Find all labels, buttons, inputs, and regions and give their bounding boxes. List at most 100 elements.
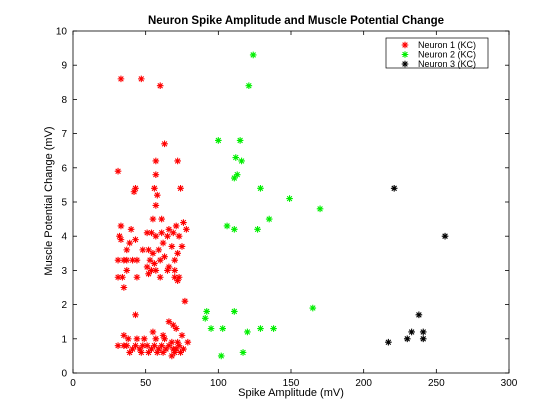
data-point	[127, 226, 135, 233]
data-point	[254, 226, 261, 233]
data-point	[161, 253, 168, 261]
data-point	[120, 284, 128, 291]
x-tick-label: 50	[140, 378, 152, 389]
data-point	[390, 185, 398, 192]
data-point	[133, 335, 141, 343]
data-point	[156, 82, 164, 90]
data-point	[172, 345, 180, 353]
data-point	[136, 345, 144, 353]
data-point	[270, 325, 277, 332]
data-point	[201, 314, 209, 322]
legend: Neuron 1 (KC)Neuron 2 (KC)Neuron 3 (KC)	[385, 37, 489, 69]
data-point	[178, 243, 186, 250]
data-point	[249, 51, 257, 59]
y-axis-label: Muscle Potential Change (mV)	[43, 126, 55, 275]
data-point	[148, 345, 155, 353]
data-point	[114, 167, 122, 175]
data-point	[177, 185, 184, 192]
y-tick-label: 0	[61, 369, 67, 380]
data-point	[132, 311, 139, 319]
data-point	[172, 325, 180, 332]
data-point	[155, 246, 163, 254]
data-point	[172, 222, 180, 230]
y-tick-label: 1	[61, 334, 67, 345]
data-point	[175, 342, 183, 349]
data-point	[217, 352, 225, 360]
data-point	[152, 157, 160, 165]
data-point	[183, 226, 190, 233]
data-point	[168, 243, 176, 250]
data-point	[151, 342, 158, 349]
data-point	[123, 342, 131, 349]
data-point	[149, 250, 157, 257]
data-point	[148, 267, 155, 274]
chart-title: Neuron Spike Amplitude and Muscle Potent…	[148, 15, 444, 27]
data-point	[309, 304, 317, 312]
y-tick-label: 8	[61, 95, 67, 106]
data-point	[143, 342, 151, 349]
data-point	[159, 239, 167, 247]
data-point	[180, 219, 187, 226]
data-point	[419, 335, 427, 343]
data-point	[153, 349, 161, 356]
data-point	[149, 215, 157, 223]
data-point	[153, 191, 161, 199]
legend-label: Neuron 2 (KC)	[418, 50, 476, 60]
data-point	[174, 338, 181, 346]
data-point	[169, 229, 177, 237]
data-point	[175, 232, 183, 240]
plot-area: 0 50 100 150 200 250 300 0 1 2 3 4 5 6 7 8 9 10	[56, 27, 518, 390]
data-point	[238, 157, 245, 165]
data-point	[169, 321, 177, 329]
data-point	[181, 297, 189, 305]
data-point	[231, 174, 238, 182]
data-point	[151, 185, 158, 192]
data-point	[174, 277, 181, 284]
data-point	[165, 342, 173, 349]
x-axis-label: Spike Amplitude (mV)	[238, 387, 344, 399]
legend-marker	[401, 41, 409, 49]
data-point	[171, 349, 179, 356]
data-points	[114, 51, 449, 360]
data-point	[156, 273, 164, 281]
data-point	[164, 267, 171, 274]
data-point	[419, 328, 427, 336]
data-point	[132, 185, 139, 192]
data-point	[133, 256, 141, 264]
data-point	[114, 342, 122, 349]
data-point	[171, 256, 179, 264]
data-point	[126, 239, 133, 247]
axis-ticks: 0 50 100 150 200 250 300 0 1 2 3 4 5 6 7 8 9 10	[56, 27, 518, 390]
data-point	[207, 325, 215, 332]
data-point	[119, 273, 126, 281]
data-point	[244, 328, 251, 336]
data-point	[316, 205, 324, 213]
data-point	[231, 226, 238, 233]
legend-label: Neuron 1 (KC)	[418, 40, 476, 50]
data-point	[159, 332, 167, 339]
data-point	[124, 335, 132, 343]
legend-label: Neuron 3 (KC)	[418, 59, 476, 69]
data-point	[415, 311, 423, 319]
data-point	[171, 267, 179, 274]
data-point	[385, 338, 392, 346]
data-point	[177, 349, 184, 356]
x-tick-label: 250	[428, 378, 445, 389]
data-point	[138, 349, 145, 356]
data-point	[148, 229, 155, 237]
data-point	[180, 345, 187, 353]
x-tick-label: 200	[355, 378, 372, 389]
data-point	[162, 345, 170, 353]
data-point	[161, 140, 168, 148]
data-point	[132, 342, 139, 349]
data-point	[152, 202, 160, 209]
data-point	[174, 157, 181, 165]
data-point	[114, 273, 122, 281]
data-point	[245, 82, 253, 90]
data-point	[159, 349, 167, 356]
series-1	[114, 75, 192, 360]
data-point	[168, 338, 176, 346]
legend-marker	[401, 60, 409, 68]
